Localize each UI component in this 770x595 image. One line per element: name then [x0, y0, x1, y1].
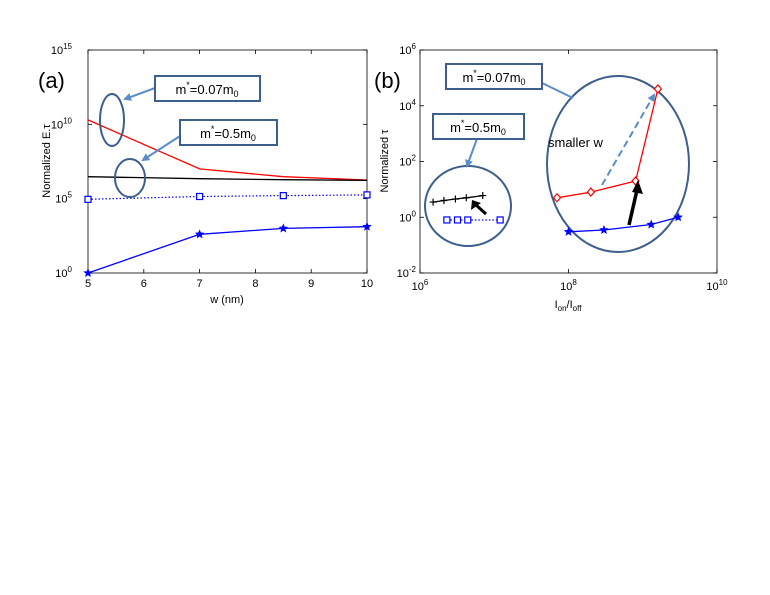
- panel-b-callout-007: m*=0.07m0: [445, 63, 543, 90]
- panel-b-series: [429, 84, 683, 236]
- panel-a-series-3-point-2: [278, 223, 289, 233]
- panel-b-series-0-point-1: [440, 196, 448, 204]
- panel-a-ellipse-05: [114, 158, 146, 198]
- panel-b-y-tick-label: 102: [399, 154, 416, 169]
- panel-b-circle-05: [424, 165, 512, 247]
- panel-a-arrow-05: [141, 135, 181, 162]
- panel-a-x-tick-label: 9: [308, 278, 314, 290]
- panel-b-arrow-007: [627, 189, 639, 226]
- panel-a-series-3-point-3: [362, 221, 372, 231]
- panel-a-series-3-point-0: [83, 268, 93, 278]
- panel-a-y-tick-label: 1015: [51, 42, 73, 57]
- panel-b-leader-05: [465, 135, 479, 168]
- panel-a-x-tick-label: 7: [197, 278, 203, 290]
- panel-b-label: (b): [374, 68, 401, 93]
- panel-b-leader-007: [539, 81, 574, 99]
- panel-b-series-0-point-4: [479, 192, 487, 200]
- panel-b-circle-007: [546, 75, 690, 253]
- panel-b-series-0-point-3: [462, 194, 470, 202]
- panel-a-x-tick-label: 10: [361, 278, 373, 290]
- panel-b-series-0-point-0: [429, 198, 437, 206]
- panel-a-callout-05: m*=0.5m0: [179, 119, 278, 146]
- panel-a-series-2-point-3: [363, 191, 371, 199]
- panel-b-series-3-line: [568, 216, 679, 233]
- panel-b-series-3-point-3: [673, 212, 683, 222]
- panel-a-x-tick-label: 8: [252, 278, 258, 290]
- panel-a-series-1-line: [87, 176, 368, 182]
- panel-a-callout-007: m*=0.07m0: [154, 75, 261, 102]
- panel-b-series-1-point-0: [443, 216, 451, 224]
- panel-a-series-0-line: [87, 119, 368, 181]
- panel-b-series-1-point-1: [453, 216, 462, 224]
- panel-a-series: [83, 119, 372, 278]
- panel-a-x-axis-label: w (nm): [209, 294, 244, 306]
- panel-b-series-3-point-0: [563, 226, 574, 236]
- panel-a-series-3-point-1: [194, 229, 205, 239]
- panel-b-x-ticks: 106 108 1010: [412, 50, 728, 293]
- panel-a-x-tick-label: 5: [85, 278, 91, 290]
- panel-b-y-tick-label: 106: [399, 42, 416, 57]
- panel-a-y-tick-label: 1010: [51, 116, 73, 131]
- panel-b-series-1-point-3: [496, 216, 504, 224]
- panel-a-series-2-point-1: [196, 192, 204, 201]
- svg-text:m*=0.07m0: m*=0.07m0: [175, 80, 238, 99]
- panel-a-x-ticks: 5 6 7 8 9 10: [85, 50, 373, 290]
- panel-a-label: (a): [38, 68, 65, 93]
- panel-b-y-axis-label: Normalized τ: [379, 129, 391, 193]
- panel-b-series-2-line: [556, 88, 659, 199]
- panel-b-series-2-point-3: [653, 84, 663, 94]
- panel-a-ellipse-007: [99, 93, 125, 147]
- panel-b-series-3-point-2: [646, 219, 656, 229]
- panel-b-x-axis-label: Ion/Ioff: [555, 299, 583, 313]
- panel-b-arrowhead-05: [471, 200, 481, 210]
- panel-a-series-2-point-0: [84, 195, 92, 203]
- svg-text:m*=0.5m0: m*=0.5m0: [200, 124, 256, 143]
- panel-b-x-tick-label: 108: [560, 278, 577, 293]
- panel-b-arrow-05: [474, 203, 488, 216]
- panel-a-y-tick-label: 100: [55, 265, 72, 280]
- panel-b-y-tick-label: 10-2: [397, 265, 417, 280]
- panel-b-callout-05: m*=0.5m0: [432, 113, 525, 140]
- panel-b-x-tick-label: 106: [412, 278, 429, 293]
- panel-b-y-tick-label: 104: [399, 98, 416, 113]
- panel-a-axes-box: [87, 49, 368, 274]
- panel-a-series-3-line: [87, 226, 368, 274]
- panel-b-series-1-point-2: [464, 216, 472, 224]
- panel-b-y-tick-label: 100: [399, 209, 416, 224]
- svg-text:m*=0.5m0: m*=0.5m0: [450, 118, 506, 137]
- panel-b-series-2-point-1: [586, 187, 596, 197]
- panel-b-smaller-w-label: smaller w: [548, 135, 604, 150]
- panel-b-x-tick-label: 1010: [706, 278, 728, 293]
- panel-b-arrowhead-007: [632, 180, 643, 194]
- panel-a-x-tick-label: 6: [141, 278, 147, 290]
- panel-a-arrow-007: [123, 87, 156, 101]
- panel-a-y-axis-label: Normalized E.τ: [41, 124, 53, 198]
- panel-a: (a) 5 6 7 8 9 10 100 105 1010 1015 w (nm) Normal…: [38, 42, 373, 306]
- panel-a-y-tick-label: 105: [55, 191, 72, 206]
- panel-b-series-0-point-2: [451, 195, 459, 203]
- panel-a-series-2-point-2: [279, 192, 287, 200]
- panel-b-series-2-point-0: [552, 192, 562, 203]
- svg-text:m*=0.07m0: m*=0.07m0: [462, 68, 525, 87]
- panel-b-y-ticks: 10-2 100 102 104 106: [397, 42, 717, 280]
- panel-a-y-ticks: 100 105 1010 1015: [51, 42, 367, 280]
- panel-b-series-3-point-1: [599, 224, 609, 234]
- panel-b-dashed-arrow: [601, 93, 656, 186]
- panel-b: (b) 106 108 1010 10-2 100 102 104 106 Ion/Ioff…: [374, 42, 728, 313]
